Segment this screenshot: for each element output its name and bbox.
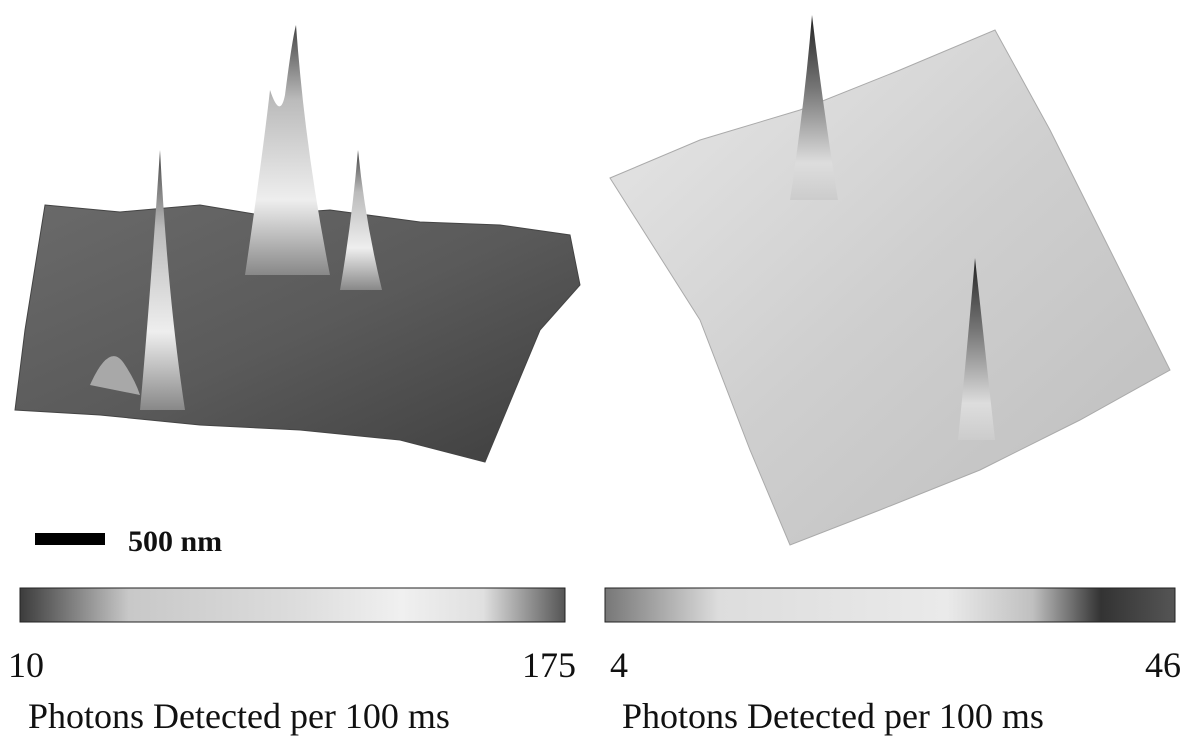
colorbar-label: Photons Detected per 100 ms [622, 696, 1044, 736]
colorbar-label: Photons Detected per 100 ms [28, 696, 450, 736]
scale-bar-label: 500 nm [128, 525, 222, 558]
colorbar [604, 587, 1176, 623]
scale-bar [35, 533, 105, 545]
colorbar [19, 587, 566, 623]
colorbar-min: 10 [8, 645, 44, 685]
left-surface-plot [14, 25, 581, 463]
colorbar-max: 175 [522, 645, 576, 685]
colorbar-min: 4 [610, 645, 628, 685]
colorbar-max: 46 [1145, 645, 1181, 685]
right-surface-plot [609, 15, 1171, 546]
